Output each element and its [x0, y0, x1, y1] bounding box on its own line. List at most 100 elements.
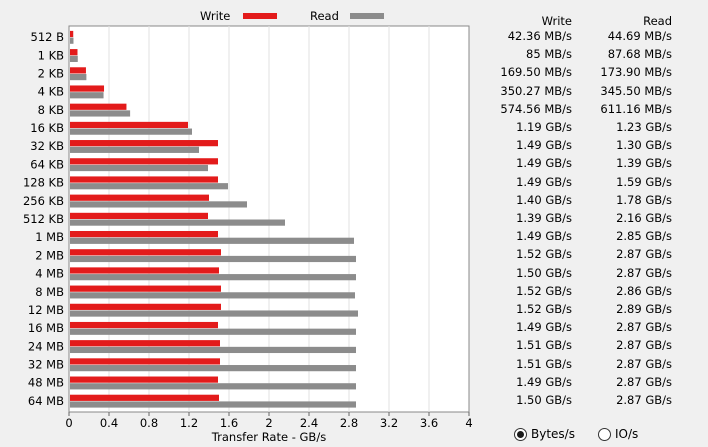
- write-value: 1.51 GB/s: [516, 356, 572, 371]
- table-row: 1.52 GB/s 2.87 GB/s: [480, 247, 690, 265]
- y-tick-label: 16 MB: [28, 321, 64, 335]
- read-value: 2.87 GB/s: [616, 320, 672, 335]
- table-row: 1.49 GB/s 1.59 GB/s: [480, 175, 690, 193]
- write-value: 1.49 GB/s: [516, 174, 572, 189]
- read-bar: [70, 383, 356, 390]
- read-bar: [70, 219, 285, 226]
- y-tick-label: 8 KB: [38, 103, 65, 117]
- bars: [70, 30, 358, 408]
- read-value: 44.69 MB/s: [607, 29, 672, 44]
- y-tick-label: 64 KB: [30, 157, 64, 171]
- read-bar: [70, 237, 354, 244]
- read-bar: [70, 55, 78, 62]
- write-bar: [70, 358, 220, 365]
- legend-write-label: Write: [200, 9, 230, 23]
- read-bar: [70, 164, 208, 172]
- table-row: 1.49 GB/s 1.39 GB/s: [480, 156, 690, 174]
- write-bar: [70, 321, 218, 329]
- table-row: 350.27 MB/s 345.50 MB/s: [480, 84, 690, 102]
- table-row: 1.49 GB/s 2.85 GB/s: [480, 229, 690, 247]
- read-bar: [70, 37, 74, 44]
- read-value: 1.59 GB/s: [616, 174, 672, 189]
- x-tick-label: 2.8: [340, 416, 358, 430]
- write-bar: [70, 158, 218, 165]
- x-tick-label: 0.4: [100, 416, 118, 430]
- write-column-header: Write: [541, 14, 572, 28]
- read-value: 345.50 MB/s: [600, 83, 672, 98]
- write-value: 42.36 MB/s: [507, 29, 572, 44]
- table-row: 1.52 GB/s 2.89 GB/s: [480, 302, 690, 320]
- write-bar: [70, 303, 221, 310]
- table-row: 1.49 GB/s 1.30 GB/s: [480, 138, 690, 156]
- write-bar: [70, 194, 209, 201]
- y-tick-label: 4 KB: [38, 85, 65, 99]
- read-bar: [70, 328, 356, 335]
- y-tick-label: 128 KB: [23, 176, 64, 190]
- read-column-header: Read: [643, 14, 672, 28]
- x-tick-label: 1.2: [180, 416, 198, 430]
- read-bar: [70, 183, 228, 190]
- y-tick-labels: 512 B 1 KB 2 KB 4 KB 8 KB 16 KB 32 KB 64 KB 128 …: [23, 30, 64, 408]
- x-tick-label: 1.6: [220, 416, 238, 430]
- write-value: 1.49 GB/s: [516, 374, 572, 389]
- io-per-second-radio[interactable]: IO/s: [598, 425, 638, 443]
- read-value: 2.87 GB/s: [616, 392, 672, 407]
- table-row: 1.39 GB/s 2.16 GB/s: [480, 211, 690, 229]
- read-value: 2.85 GB/s: [616, 229, 672, 244]
- read-value: 611.16 MB/s: [600, 101, 672, 116]
- table-header: Write Read: [480, 14, 690, 32]
- y-tick-label: 2 KB: [38, 66, 65, 80]
- read-value: 2.89 GB/s: [616, 301, 672, 316]
- y-tick-label: 64 MB: [28, 394, 64, 408]
- write-bar: [70, 230, 218, 238]
- bytes-radio-dot[interactable]: [514, 427, 527, 441]
- bytes-per-second-radio[interactable]: Bytes/s: [514, 425, 575, 443]
- write-bar: [70, 176, 218, 183]
- read-bar: [70, 365, 356, 372]
- write-value: 574.56 MB/s: [500, 101, 572, 116]
- y-tick-label: 8 MB: [35, 285, 64, 299]
- write-value: 350.27 MB/s: [500, 83, 572, 98]
- read-value: 2.87 GB/s: [616, 247, 672, 262]
- y-tick-label: 2 MB: [35, 248, 64, 262]
- x-tick-label: 3.2: [380, 416, 398, 430]
- write-value: 1.49 GB/s: [516, 156, 572, 171]
- table-row: 1.19 GB/s 1.23 GB/s: [480, 120, 690, 138]
- read-bar: [70, 401, 356, 408]
- io-radio-dot[interactable]: [598, 427, 611, 441]
- write-bar: [70, 30, 74, 38]
- table-row: 1.40 GB/s 1.78 GB/s: [480, 193, 690, 211]
- x-tick-label: 4: [465, 416, 472, 430]
- read-value: 2.86 GB/s: [616, 283, 672, 298]
- write-value: 1.40 GB/s: [516, 192, 572, 207]
- y-tick-label: 1 MB: [35, 230, 64, 244]
- read-bar: [70, 292, 355, 299]
- write-value: 1.51 GB/s: [516, 338, 572, 353]
- y-tick-label: 24 MB: [28, 339, 64, 353]
- read-bar: [70, 92, 104, 99]
- read-bar: [70, 201, 247, 208]
- write-value: 1.49 GB/s: [516, 320, 572, 335]
- x-tick-labels: 0 0.4 0.8 1.2 1.6 2 2.4 2.8 3.2 3.6 4: [65, 416, 472, 430]
- read-value: 2.87 GB/s: [616, 374, 672, 389]
- x-tick-label: 2: [265, 416, 272, 430]
- table-row: 1.51 GB/s 2.87 GB/s: [480, 357, 690, 375]
- y-tick-label: 32 KB: [30, 139, 64, 153]
- x-tick-label: 2.4: [300, 416, 318, 430]
- write-bar: [70, 212, 208, 219]
- table-row: 1.49 GB/s 2.87 GB/s: [480, 375, 690, 393]
- read-bar: [70, 255, 356, 263]
- read-value: 1.23 GB/s: [616, 120, 672, 135]
- write-value: 1.49 GB/s: [516, 229, 572, 244]
- table-row: 1.49 GB/s 2.87 GB/s: [480, 320, 690, 338]
- read-bar: [70, 73, 87, 81]
- read-value: 2.87 GB/s: [616, 265, 672, 280]
- y-tick-label: 512 KB: [23, 212, 64, 226]
- write-value: 1.50 GB/s: [516, 392, 572, 407]
- read-bar: [70, 346, 356, 354]
- write-value: 1.19 GB/s: [516, 120, 572, 135]
- write-bar: [70, 376, 218, 383]
- read-bar: [70, 274, 356, 281]
- table-row: 574.56 MB/s 611.16 MB/s: [480, 102, 690, 120]
- x-tick-label: 0.8: [140, 416, 158, 430]
